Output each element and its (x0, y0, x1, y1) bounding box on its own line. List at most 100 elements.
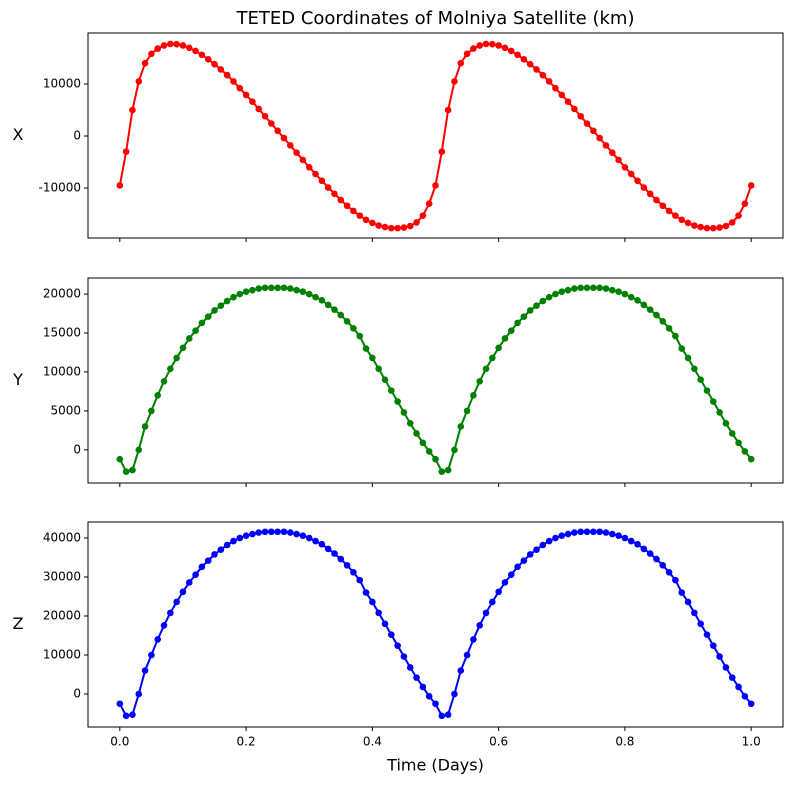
data-point (514, 563, 521, 571)
data-point (470, 636, 477, 643)
data-point (520, 55, 528, 63)
data-point (552, 534, 559, 542)
data-point (179, 588, 187, 596)
data-point (211, 60, 218, 68)
data-point (122, 712, 130, 720)
data-point (337, 196, 345, 204)
y-axis-label: Z (13, 614, 24, 633)
data-point (501, 335, 509, 342)
data-point (659, 202, 667, 210)
x-tick-label: 0.4 (363, 735, 382, 749)
data-point (444, 106, 452, 114)
data-point (179, 42, 187, 49)
axes-frame (87, 32, 784, 239)
data-point (564, 530, 572, 538)
data-point (691, 609, 698, 617)
data-point (640, 545, 648, 553)
data-point (249, 98, 256, 105)
data-point (684, 354, 692, 362)
data-point (621, 290, 629, 298)
data-point (684, 219, 692, 227)
data-point (293, 286, 300, 294)
y-tick-label: 0 (73, 442, 81, 456)
data-point (217, 302, 225, 310)
data-point (198, 319, 206, 327)
data-point (564, 286, 572, 294)
x-tick-label: 0.0 (110, 735, 129, 749)
data-point (388, 631, 395, 639)
data-point (596, 284, 603, 292)
data-point (634, 177, 641, 185)
data-point (691, 222, 698, 229)
data-point (735, 439, 742, 447)
data-point (242, 288, 250, 296)
data-point (198, 51, 206, 59)
data-point (356, 332, 364, 340)
data-point (640, 301, 648, 309)
data-point (185, 335, 193, 342)
data-point (476, 377, 483, 385)
data-point (236, 84, 244, 92)
data-point (722, 420, 730, 427)
data-point (223, 297, 231, 305)
data-point (545, 78, 553, 85)
data-point (394, 642, 401, 649)
data-point (388, 224, 395, 232)
axes-frame (87, 277, 784, 484)
data-point (400, 653, 408, 660)
data-point (571, 285, 578, 292)
y-tick-label: 40000 (43, 530, 81, 544)
data-point (343, 202, 351, 210)
x-tick-label: 1.0 (742, 735, 761, 749)
data-point (173, 354, 180, 362)
data-point (634, 296, 641, 304)
data-point (684, 598, 692, 606)
data-point (482, 365, 490, 373)
data-point (735, 212, 742, 219)
data-point (747, 455, 755, 463)
data-point (375, 365, 382, 373)
data-point (122, 468, 130, 475)
data-point (602, 142, 610, 149)
data-point (350, 325, 357, 332)
data-point (678, 589, 686, 596)
data-point (741, 693, 749, 700)
data-point (425, 693, 433, 700)
data-point (451, 78, 458, 85)
y-tick-label: 0 (73, 687, 81, 701)
data-point (444, 711, 452, 718)
data-point (425, 200, 433, 207)
data-point (223, 71, 231, 79)
data-point (507, 571, 515, 578)
data-point (438, 148, 446, 155)
data-point (495, 42, 502, 49)
data-point (615, 288, 622, 296)
data-point (280, 284, 288, 292)
data-point (148, 651, 155, 659)
data-point (129, 466, 136, 474)
y-tick-label: 5000 (50, 403, 81, 417)
data-point (608, 149, 616, 156)
data-point (451, 690, 458, 698)
data-point (192, 47, 199, 55)
data-point (406, 420, 414, 427)
data-point (223, 541, 231, 549)
data-point (653, 555, 660, 563)
y-tick-label: 20000 (43, 287, 81, 301)
data-point (716, 409, 723, 416)
axes-frame (87, 521, 784, 728)
data-point (583, 284, 591, 292)
data-point (261, 284, 269, 292)
data-point (545, 537, 553, 545)
x-tick-label: 0.8 (615, 735, 634, 749)
data-point (627, 537, 635, 545)
data-point (672, 212, 679, 219)
data-point (350, 207, 357, 215)
data-point (337, 555, 345, 563)
data-point (381, 376, 389, 384)
data-point (324, 184, 332, 191)
data-point (198, 563, 206, 571)
y-axis-label: Y (12, 370, 23, 389)
data-point (154, 45, 162, 52)
